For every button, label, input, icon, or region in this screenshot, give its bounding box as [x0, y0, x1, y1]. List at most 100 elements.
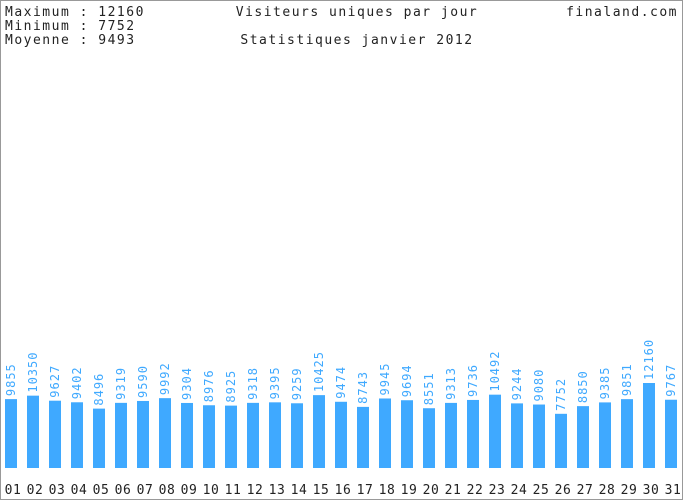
x-tick-label: 21 [445, 483, 462, 498]
x-tick-label: 22 [467, 483, 484, 498]
value-label: 10492 [488, 351, 502, 392]
value-label: 8976 [202, 369, 216, 402]
value-label: 9474 [334, 366, 348, 399]
value-label: 9402 [70, 366, 84, 399]
value-label: 7752 [554, 378, 568, 411]
value-label: 9318 [246, 367, 260, 400]
bar [665, 399, 677, 468]
bar [5, 399, 17, 468]
bar [599, 402, 611, 468]
x-tick-label: 25 [533, 483, 550, 498]
x-tick-label: 19 [401, 483, 418, 498]
value-label: 9385 [598, 366, 612, 399]
value-label: 9395 [268, 366, 282, 399]
bar [71, 402, 83, 468]
x-tick-label: 10 [203, 483, 220, 498]
stat-avg: Moyenne : 9493 [5, 33, 136, 48]
value-label: 9304 [180, 367, 194, 400]
bar [203, 405, 215, 468]
value-label: 9855 [4, 363, 18, 396]
value-label: 9945 [378, 363, 392, 396]
bar [291, 403, 303, 468]
value-label: 12160 [642, 339, 656, 380]
bar [577, 406, 589, 468]
bar [511, 403, 523, 468]
value-label: 9851 [620, 363, 634, 396]
x-tick-label: 27 [577, 483, 594, 498]
bar [49, 400, 61, 468]
value-label: 9244 [510, 367, 524, 400]
x-tick-label: 06 [115, 483, 132, 498]
bar [379, 398, 391, 468]
bar [533, 404, 545, 468]
bar [115, 402, 127, 468]
bar [643, 383, 655, 468]
x-tick-label: 01 [5, 483, 22, 498]
x-tick-label: 03 [49, 483, 66, 498]
value-label: 9319 [114, 367, 128, 400]
x-tick-label: 05 [93, 483, 110, 498]
value-label: 9992 [158, 362, 172, 395]
bar [489, 394, 501, 468]
x-tick-label: 07 [137, 483, 154, 498]
x-tick-label: 14 [291, 483, 308, 498]
bar [335, 401, 347, 468]
bar [93, 408, 105, 468]
value-label: 10425 [312, 351, 326, 392]
x-tick-label: 12 [247, 483, 264, 498]
x-tick-label: 13 [269, 483, 286, 498]
x-tick-label: 29 [621, 483, 638, 498]
x-tick-label: 28 [599, 483, 616, 498]
value-label: 10350 [26, 352, 40, 393]
x-tick-label: 17 [357, 483, 374, 498]
chart-subtitle: Statistiques janvier 2012 [240, 33, 473, 48]
bar [181, 402, 193, 468]
x-tick-label: 18 [379, 483, 396, 498]
value-label: 9694 [400, 364, 414, 397]
stat-max: Maximum : 12160 [5, 5, 145, 20]
x-tick-label: 15 [313, 483, 330, 498]
value-label: 8850 [576, 370, 590, 403]
value-label: 9767 [664, 364, 678, 397]
bar [159, 398, 171, 468]
value-label: 9590 [136, 365, 150, 398]
x-tick-label: 30 [643, 483, 660, 498]
x-tick-label: 02 [27, 483, 44, 498]
site-name: finaland.com [566, 5, 678, 20]
x-tick-label: 24 [511, 483, 528, 498]
value-label: 8551 [422, 372, 436, 405]
bar [357, 406, 369, 468]
bar [423, 408, 435, 468]
chart-title: Visiteurs uniques par jour [236, 5, 479, 20]
x-tick-label: 26 [555, 483, 572, 498]
value-label: 9627 [48, 365, 62, 398]
value-label: 8496 [92, 373, 106, 406]
x-tick-label: 08 [159, 483, 176, 498]
bar [467, 399, 479, 468]
value-label: 9080 [532, 369, 546, 402]
bar [401, 400, 413, 468]
bar [225, 405, 237, 468]
x-tick-label: 04 [71, 483, 88, 498]
bar [137, 400, 149, 468]
value-label: 9736 [466, 364, 480, 397]
x-tick-label: 09 [181, 483, 198, 498]
bar [269, 402, 281, 468]
x-tick-label: 23 [489, 483, 506, 498]
value-label: 9259 [290, 367, 304, 400]
value-label: 8925 [224, 370, 238, 403]
x-tick-label: 16 [335, 483, 352, 498]
bar [27, 395, 39, 468]
bar [621, 399, 633, 468]
bar [445, 402, 457, 468]
bar [247, 402, 259, 468]
x-tick-label: 31 [665, 483, 682, 498]
bar [555, 413, 567, 468]
x-tick-label: 20 [423, 483, 440, 498]
bar [313, 395, 325, 468]
stat-min: Minimum : 7752 [5, 19, 136, 34]
value-label: 9313 [444, 367, 458, 400]
value-label: 8743 [356, 371, 370, 404]
x-tick-label: 11 [225, 483, 242, 498]
